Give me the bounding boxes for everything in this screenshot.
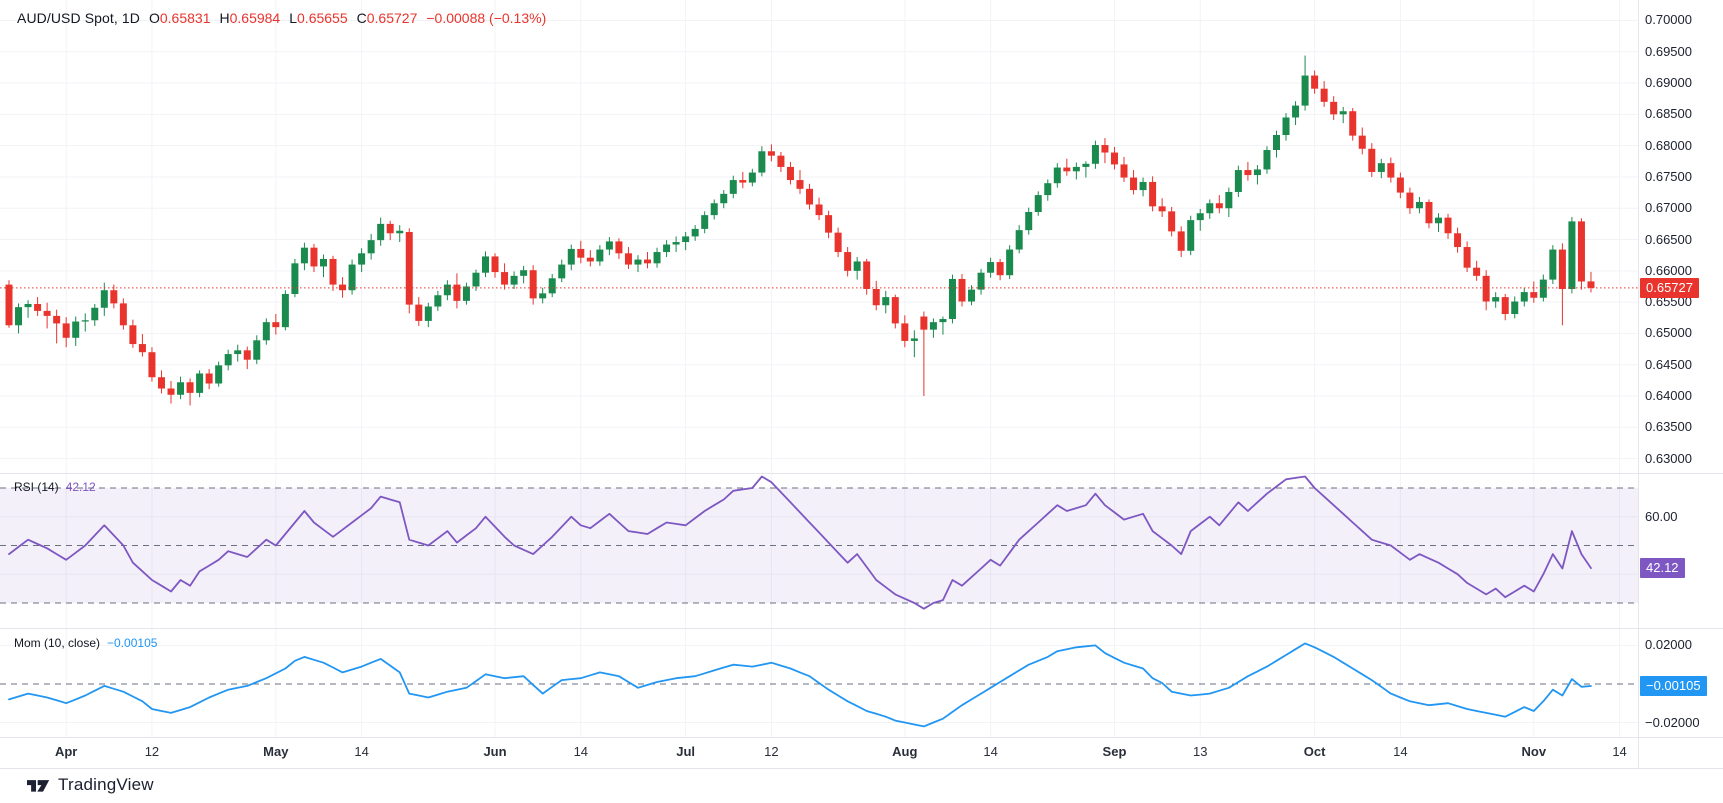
time-tick-label: 13 — [1193, 744, 1208, 759]
tradingview-logo-text: TradingView — [58, 775, 154, 794]
axis-separator — [0, 737, 1723, 738]
time-tick-label: 14 — [1393, 744, 1408, 759]
price-tick-label: 0.64500 — [1645, 356, 1692, 372]
change-value: −0.00088 (−0.13%) — [426, 10, 547, 26]
panel-separator[interactable] — [0, 473, 1723, 474]
price-tick-label: 0.65000 — [1645, 325, 1692, 341]
ohlc-close: C0.65727 — [356, 10, 418, 26]
ohlc-open: O0.65831 — [148, 10, 211, 26]
tradingview-logo-icon — [27, 779, 50, 792]
time-tick-label: 14 — [1612, 744, 1627, 759]
mom-indicator-title[interactable]: Mom (10, close) −0.00105 — [14, 636, 157, 650]
time-tick-label: Jul — [676, 744, 696, 759]
price-tick-label: 0.68500 — [1645, 106, 1692, 122]
time-tick-label: 14 — [573, 744, 589, 759]
mom-tick-label: 0.02000 — [1645, 637, 1692, 653]
time-tick-label: Sep — [1102, 744, 1127, 759]
price-tick-label: 0.67500 — [1645, 168, 1692, 184]
mom-tick-label: −0.02000 — [1645, 714, 1700, 730]
time-tick-label: Nov — [1521, 744, 1547, 759]
low-value: 0.65655 — [297, 10, 348, 26]
mom-value: −0.00105 — [107, 636, 158, 650]
tradingview-attribution[interactable]: TradingView — [27, 775, 154, 795]
rsi-tick-label: 60.00 — [1645, 508, 1678, 524]
time-tick-label: 14 — [354, 744, 369, 759]
last-price-badge: 0.65727 — [1640, 277, 1699, 298]
price-tick-label: 0.70000 — [1645, 12, 1692, 28]
time-tick-label: Oct — [1303, 744, 1326, 759]
mom-value-badge: −0.00105 — [1640, 675, 1707, 696]
price-tick-label: 0.68000 — [1645, 137, 1692, 153]
time-tick-label: Jun — [483, 744, 507, 759]
time-tick-label: 12 — [764, 744, 779, 759]
price-tick-label: 0.69500 — [1645, 43, 1692, 59]
symbol-title: AUD/USD Spot, 1D — [17, 10, 140, 26]
rsi-indicator-title[interactable]: RSI (14) 42.12 — [14, 480, 96, 494]
footer-separator — [0, 768, 1723, 769]
ohlc-low: L0.65655 — [289, 10, 348, 26]
price-tick-label: 0.69000 — [1645, 75, 1692, 91]
panel-separator[interactable] — [0, 628, 1723, 629]
price-tick-label: 0.63500 — [1645, 419, 1692, 435]
high-value: 0.65984 — [229, 10, 281, 26]
time-tick-label: May — [263, 744, 289, 759]
time-tick-label: 12 — [144, 744, 160, 759]
rsi-value-badge: 42.12 — [1640, 558, 1685, 579]
price-tick-label: 0.66500 — [1645, 231, 1692, 247]
time-tick-label: Aug — [892, 744, 918, 759]
price-tick-label: 0.64000 — [1645, 388, 1692, 403]
price-tick-label: 0.67000 — [1645, 200, 1692, 216]
rsi-value: 42.12 — [65, 480, 96, 494]
open-value: 0.65831 — [159, 10, 211, 26]
ohlc-high: H0.65984 — [219, 10, 281, 26]
price-tick-label: 0.63000 — [1645, 450, 1692, 466]
scale-separator — [1638, 0, 1639, 768]
symbol-header: AUD/USD Spot, 1D O0.65831 H0.65984 L0.65… — [17, 10, 546, 26]
close-value: 0.65727 — [366, 10, 418, 26]
rsi-label: RSI (14) — [14, 480, 59, 494]
mom-label: Mom (10, close) — [14, 636, 101, 650]
time-tick-label: Apr — [54, 744, 78, 759]
price-tick-label: 0.66000 — [1645, 262, 1692, 278]
time-tick-label: 14 — [983, 744, 998, 759]
